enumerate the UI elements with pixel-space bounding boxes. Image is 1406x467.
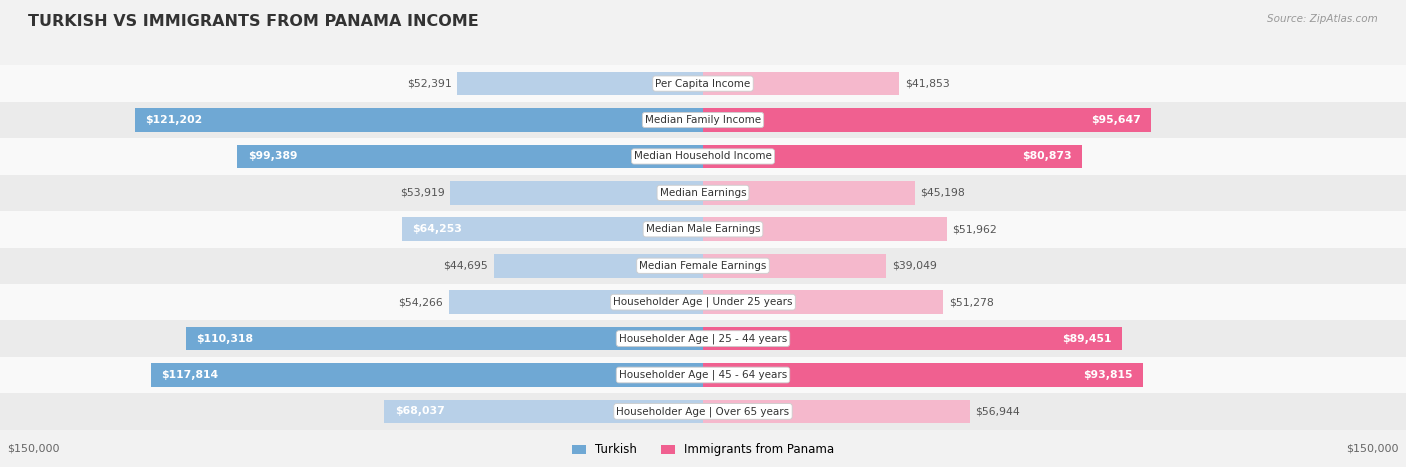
Bar [703,108,1152,132]
Bar [0,284,1406,320]
Bar [703,145,1083,168]
Text: $68,037: $68,037 [395,406,444,417]
Text: $53,919: $53,919 [399,188,444,198]
Text: $39,049: $39,049 [891,261,936,271]
Text: $56,944: $56,944 [976,406,1021,417]
Bar [703,363,1143,387]
Bar [238,145,703,168]
Bar [449,290,703,314]
Text: $150,000: $150,000 [1347,443,1399,453]
Bar [0,320,1406,357]
Bar [703,327,1122,350]
Bar [0,211,1406,248]
Text: $121,202: $121,202 [145,115,202,125]
Bar [0,65,1406,102]
Text: Householder Age | Over 65 years: Householder Age | Over 65 years [616,406,790,417]
Text: $89,451: $89,451 [1062,333,1112,344]
Text: Householder Age | 25 - 44 years: Householder Age | 25 - 44 years [619,333,787,344]
Text: $45,198: $45,198 [921,188,965,198]
Text: $44,695: $44,695 [443,261,488,271]
Bar [135,108,703,132]
Bar [703,218,946,241]
Text: $150,000: $150,000 [7,443,59,453]
Bar [703,181,915,205]
Text: Median Female Earnings: Median Female Earnings [640,261,766,271]
Bar [384,400,703,423]
Text: $93,815: $93,815 [1083,370,1132,380]
Text: Source: ZipAtlas.com: Source: ZipAtlas.com [1267,14,1378,24]
Text: Median Family Income: Median Family Income [645,115,761,125]
Text: Per Capita Income: Per Capita Income [655,78,751,89]
Text: Median Male Earnings: Median Male Earnings [645,224,761,234]
Text: $99,389: $99,389 [247,151,297,162]
Text: $117,814: $117,814 [162,370,218,380]
Bar [450,181,703,205]
Bar [0,175,1406,211]
Bar [0,357,1406,393]
Text: Householder Age | 45 - 64 years: Householder Age | 45 - 64 years [619,370,787,380]
Text: Median Earnings: Median Earnings [659,188,747,198]
Text: $41,853: $41,853 [905,78,949,89]
Text: $95,647: $95,647 [1091,115,1140,125]
Legend: Turkish, Immigrants from Panama: Turkish, Immigrants from Panama [567,439,839,461]
Bar [457,72,703,95]
Bar [186,327,703,350]
Bar [0,138,1406,175]
Bar [703,290,943,314]
Text: $51,962: $51,962 [952,224,997,234]
Bar [703,254,886,277]
Bar [0,102,1406,138]
Bar [402,218,703,241]
Text: TURKISH VS IMMIGRANTS FROM PANAMA INCOME: TURKISH VS IMMIGRANTS FROM PANAMA INCOME [28,14,479,29]
Bar [703,400,970,423]
Text: $64,253: $64,253 [412,224,463,234]
Text: $54,266: $54,266 [398,297,443,307]
Text: Householder Age | Under 25 years: Householder Age | Under 25 years [613,297,793,307]
Bar [150,363,703,387]
Text: $110,318: $110,318 [197,333,253,344]
Text: Median Household Income: Median Household Income [634,151,772,162]
Bar [0,248,1406,284]
Bar [703,72,900,95]
Bar [0,393,1406,430]
Text: $80,873: $80,873 [1022,151,1071,162]
Text: $51,278: $51,278 [949,297,994,307]
Text: $52,391: $52,391 [408,78,451,89]
Bar [494,254,703,277]
